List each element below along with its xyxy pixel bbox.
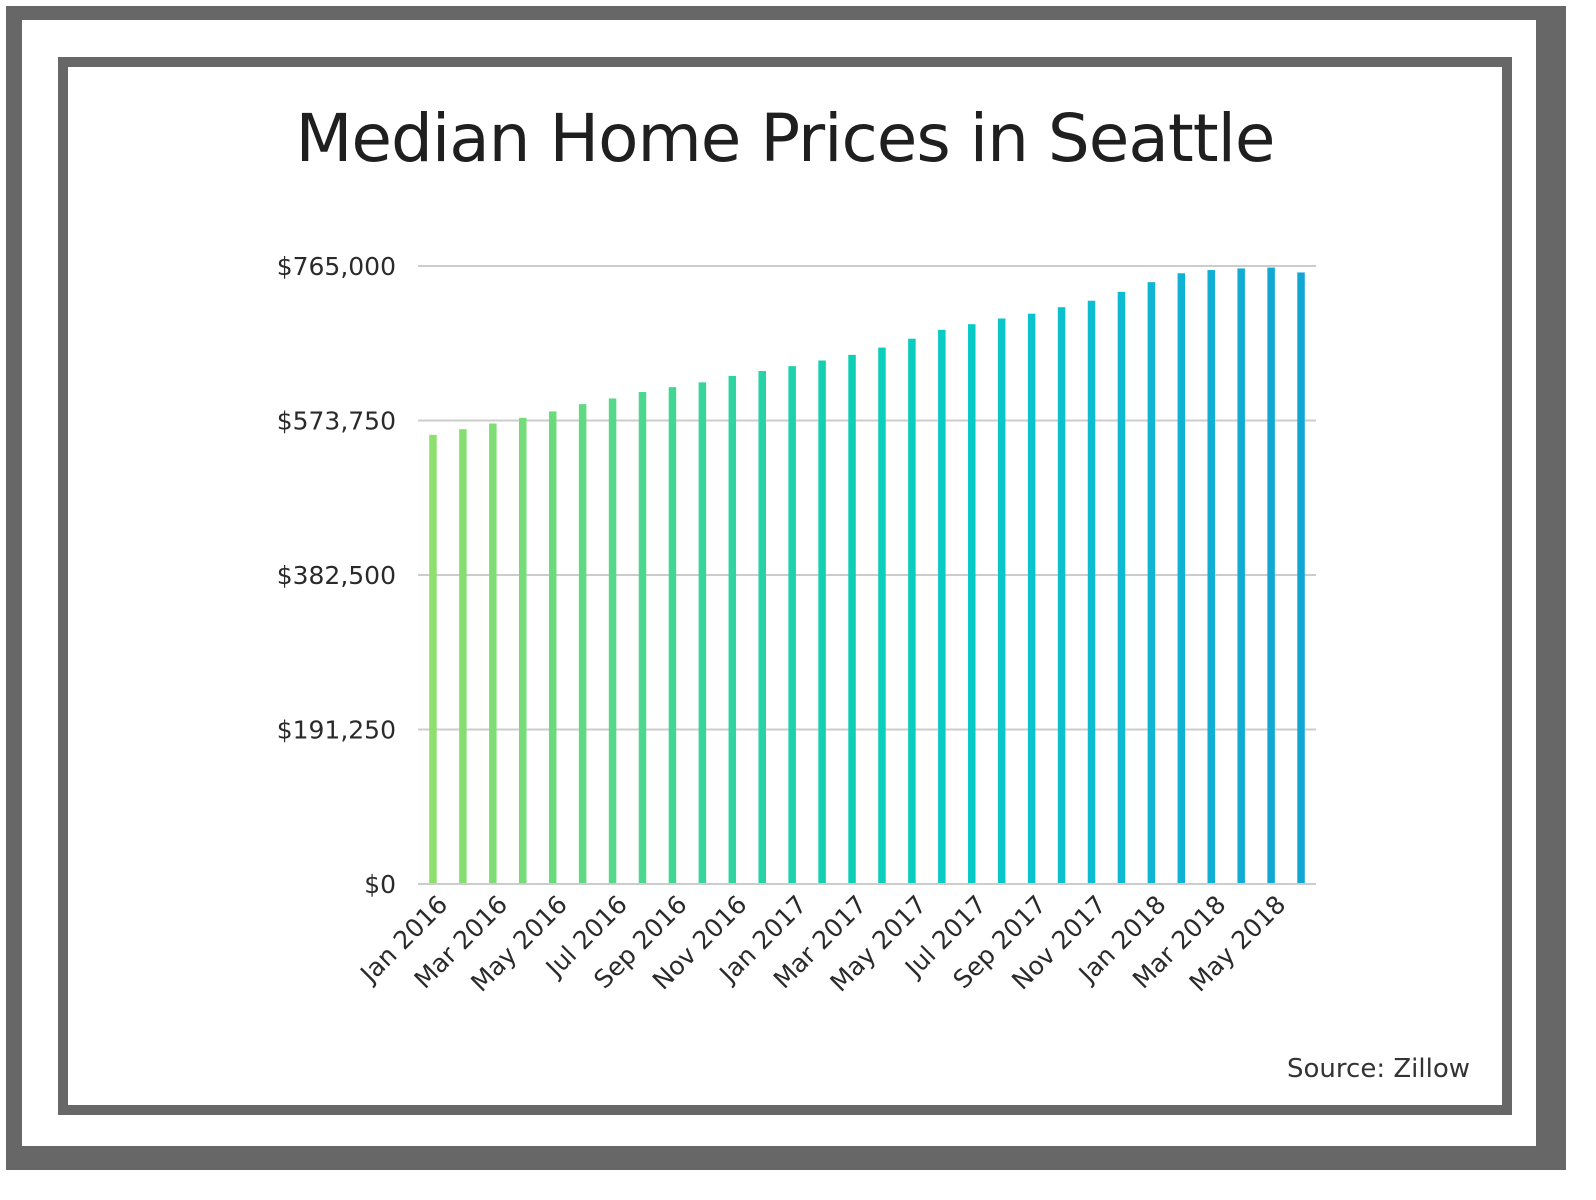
- y-tick-label: $0: [364, 870, 396, 899]
- bar-feb-2016: [459, 429, 467, 884]
- bar-jul-2016: [608, 398, 617, 884]
- bar-apr-2018: [1237, 268, 1245, 884]
- bar-may-2016: [548, 411, 557, 884]
- bar-mar-2016: [489, 423, 497, 884]
- bar-jun-2017: [938, 329, 946, 885]
- bar-jan-2018: [1147, 282, 1156, 884]
- bar-oct-2016: [698, 382, 707, 884]
- bar-dec-2016: [758, 371, 766, 884]
- y-tick-label: $573,750: [277, 407, 396, 436]
- y-tick-label: $382,500: [277, 561, 396, 590]
- bar-may-2018: [1267, 267, 1275, 884]
- bar-jan-2017: [788, 366, 796, 884]
- bars: [429, 267, 1305, 885]
- bar-aug-2016: [638, 392, 647, 884]
- y-tick-label: $191,250: [277, 716, 396, 745]
- bar-aug-2017: [997, 318, 1006, 885]
- bar-apr-2017: [878, 347, 886, 884]
- bar-nov-2016: [728, 375, 737, 884]
- bar-mar-2018: [1207, 270, 1215, 885]
- bar-may-2017: [908, 338, 916, 884]
- gridlines: [418, 265, 1316, 731]
- bar-feb-2018: [1177, 273, 1186, 884]
- source-note: Source: Zillow: [1287, 1054, 1470, 1084]
- chart-panel: [68, 67, 1502, 1105]
- bar-sep-2017: [1027, 313, 1036, 885]
- bar-feb-2017: [818, 360, 826, 884]
- bar-jun-2016: [578, 404, 587, 884]
- chart-title: Median Home Prices in Seattle: [295, 100, 1275, 177]
- y-axis-ticks: $0 $191,250 $382,500 $573,750 $765,000: [277, 252, 396, 899]
- bar-nov-2017: [1087, 300, 1096, 884]
- bar-dec-2017: [1117, 291, 1126, 885]
- bar-mar-2017: [848, 354, 856, 884]
- bar-jul-2017: [968, 324, 976, 885]
- bar-sep-2016: [668, 387, 677, 884]
- y-tick-label: $765,000: [277, 252, 396, 281]
- bar-apr-2016: [519, 417, 527, 884]
- bar-jun-2018: [1297, 272, 1305, 884]
- bar-jan-2016: [429, 434, 437, 884]
- bar-oct-2017: [1057, 307, 1066, 884]
